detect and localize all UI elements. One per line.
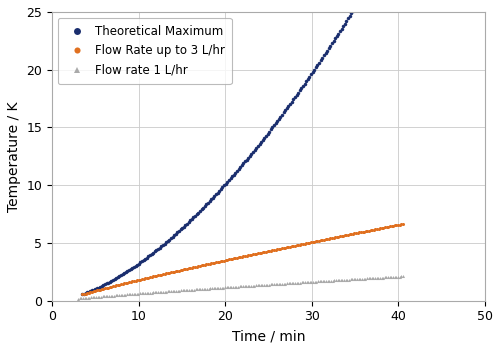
Flow Rate up to 3 L/hr [164, 271, 170, 275]
Theoretical Maximum [139, 259, 145, 263]
Flow Rate up to 3 L/hr [98, 287, 104, 291]
Flow rate 1 L/hr [162, 289, 168, 294]
Line: Flow Rate up to 3 L/hr: Flow Rate up to 3 L/hr [81, 222, 404, 296]
Flow Rate up to 3 L/hr [384, 225, 390, 229]
Flow Rate up to 3 L/hr [92, 289, 98, 293]
Line: Theoretical Maximum: Theoretical Maximum [80, 0, 404, 296]
Flow rate 1 L/hr [372, 276, 378, 280]
Flow rate 1 L/hr [75, 296, 81, 301]
Legend: Theoretical Maximum, Flow Rate up to 3 L/hr, Flow rate 1 L/hr: Theoretical Maximum, Flow Rate up to 3 L… [58, 18, 232, 84]
Flow rate 1 L/hr [136, 292, 141, 296]
Flow Rate up to 3 L/hr [400, 222, 406, 226]
Theoretical Maximum [164, 239, 170, 243]
Theoretical Maximum [80, 292, 86, 296]
Flow rate 1 L/hr [88, 295, 94, 300]
Flow Rate up to 3 L/hr [80, 292, 86, 296]
Line: Flow rate 1 L/hr: Flow rate 1 L/hr [76, 275, 404, 300]
Flow rate 1 L/hr [94, 295, 100, 299]
Flow rate 1 L/hr [384, 275, 390, 279]
Theoretical Maximum [98, 284, 104, 288]
Flow Rate up to 3 L/hr [139, 277, 145, 281]
Theoretical Maximum [92, 287, 98, 291]
Flow Rate up to 3 L/hr [372, 227, 378, 231]
Flow rate 1 L/hr [400, 274, 406, 279]
Y-axis label: Temperature / K: Temperature / K [7, 101, 21, 212]
X-axis label: Time / min: Time / min [232, 329, 306, 343]
